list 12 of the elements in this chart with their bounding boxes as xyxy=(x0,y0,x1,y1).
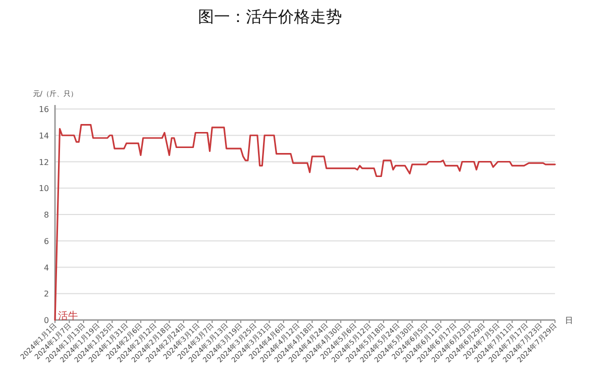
y-tick-label: 8 xyxy=(44,210,49,220)
y-tick-label: 0 xyxy=(44,316,49,325)
y-tick-label: 12 xyxy=(38,158,49,167)
y-tick-label: 4 xyxy=(44,263,49,272)
y-tick-label: 2 xyxy=(44,290,49,299)
y-tick-label: 14 xyxy=(38,131,49,140)
y-tick-label: 16 xyxy=(38,105,49,114)
series-label: 活牛 xyxy=(58,310,78,322)
y-tick-label: 6 xyxy=(44,236,49,246)
chart-title: 图一：活牛价格走势 xyxy=(198,7,342,26)
y-tick-label: 10 xyxy=(38,184,49,194)
x-axis-title: 日 xyxy=(565,316,573,325)
